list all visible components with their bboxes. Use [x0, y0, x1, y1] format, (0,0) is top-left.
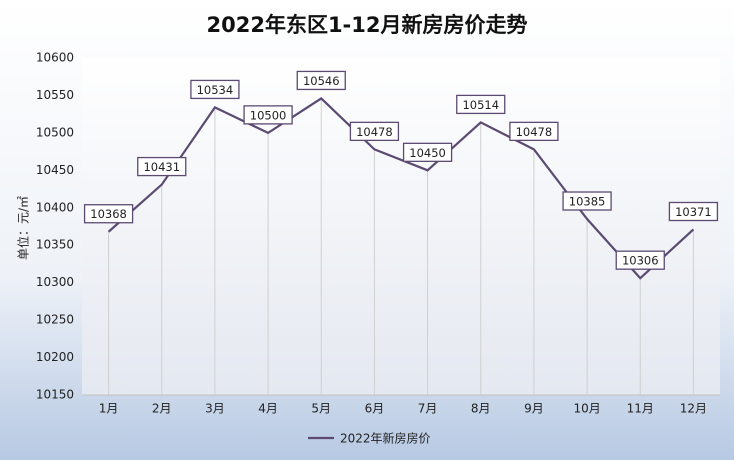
data-label-box [83, 204, 134, 224]
data-label: 10500 [250, 108, 287, 122]
data-label: 10478 [356, 125, 393, 139]
data-label-box [190, 79, 240, 100]
y-tick-label: 10300 [36, 275, 74, 289]
plot-area [82, 58, 720, 395]
data-label: 10368 [90, 207, 127, 221]
data-label-box [296, 70, 346, 91]
data-label-box [456, 94, 506, 115]
x-tick-label: 10月 [573, 402, 600, 416]
chart-title: 2022年东区1-12月新房房价走势 [207, 13, 528, 37]
data-label: 10385 [569, 195, 606, 209]
data-label: 10371 [675, 205, 712, 219]
data-label-box [402, 142, 453, 162]
x-tick-label: 2月 [152, 402, 172, 416]
x-tick-label: 9月 [524, 402, 544, 416]
series-line [107, 97, 695, 280]
y-tick-label: 10250 [36, 313, 74, 327]
x-tick-label: 5月 [311, 402, 331, 416]
data-label-box [137, 156, 187, 177]
data-label: 10534 [197, 83, 234, 97]
x-tick-label: 3月 [205, 402, 225, 416]
y-tick-label: 10200 [36, 350, 74, 364]
data-label-box [349, 121, 400, 142]
y-axis-label: 单位：元/㎡ [16, 196, 31, 260]
x-tick-label: 12月 [680, 402, 707, 416]
data-label-box [243, 105, 293, 125]
x-tick-label: 1月 [99, 402, 119, 416]
data-label: 10514 [462, 98, 499, 112]
y-tick-label: 10550 [36, 88, 74, 102]
data-label-box [668, 201, 719, 222]
data-label: 10546 [303, 74, 340, 88]
data-label-box [615, 250, 665, 270]
x-tick-label: 8月 [471, 402, 491, 416]
y-tick-label: 10500 [36, 125, 74, 139]
data-label: 10450 [409, 146, 446, 160]
y-tick-label: 10600 [36, 51, 74, 65]
y-tick-label: 10450 [36, 163, 74, 177]
x-tick-label: 4月 [258, 402, 278, 416]
data-label: 10478 [516, 125, 553, 139]
data-label: 10306 [622, 254, 659, 268]
x-tick-label: 6月 [365, 402, 385, 416]
y-tick-label: 10400 [36, 200, 74, 214]
data-label-box [562, 191, 612, 211]
legend-label: 2022年新房房价 [340, 431, 431, 446]
x-tick-label: 7月 [418, 402, 438, 416]
data-label-box [509, 121, 559, 142]
y-tick-label: 10350 [36, 238, 74, 252]
y-tick-label: 10150 [36, 388, 74, 402]
x-tick-label: 11月 [627, 402, 654, 416]
data-label: 10431 [143, 160, 180, 174]
